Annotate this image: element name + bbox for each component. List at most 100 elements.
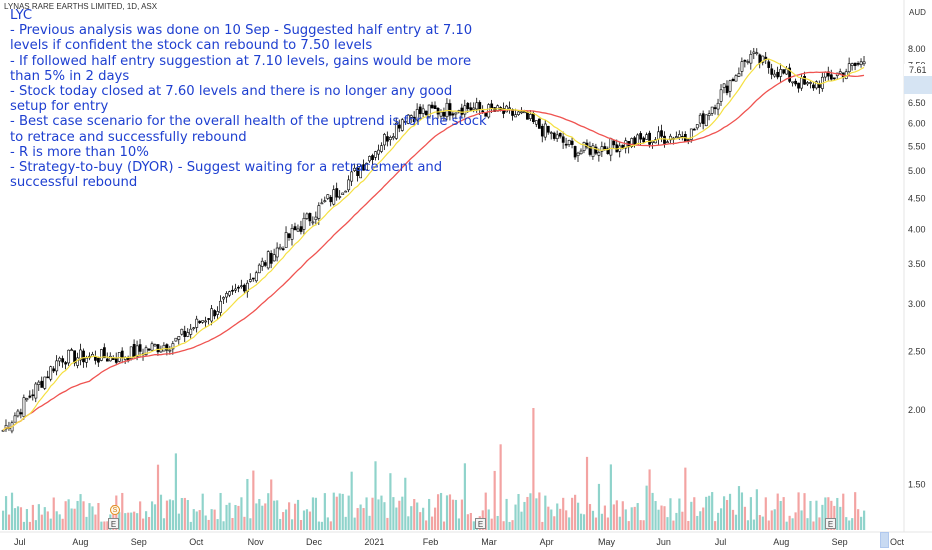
note-line: - Best case scenario for the overall hea… [10, 114, 491, 145]
volume-bar [675, 512, 678, 530]
volume-bar [142, 518, 145, 530]
slow-moving-average-line [2, 71, 865, 431]
volume-bar [356, 508, 359, 530]
candle-body [365, 162, 368, 171]
volume-bar [10, 492, 14, 530]
volume-bar [228, 502, 231, 530]
volume-bar [460, 499, 463, 530]
candle-body [34, 383, 38, 399]
last-price-label: 7.61 [904, 64, 932, 76]
candle-body [22, 397, 26, 417]
candle-body [219, 300, 222, 313]
candle-body [481, 110, 485, 113]
candle-body [4, 425, 8, 430]
volume-bar [383, 502, 386, 530]
volume-bar [428, 498, 431, 530]
volume-bar [192, 509, 195, 530]
volume-bar [577, 502, 580, 530]
volume-bar [606, 517, 609, 530]
volume-bar [493, 470, 496, 530]
volume-bar [574, 494, 577, 530]
volume-bar [249, 518, 252, 530]
volume-bar [469, 512, 472, 530]
volume-bar [722, 496, 726, 530]
volume-bar [88, 503, 91, 530]
candle-body [558, 132, 562, 137]
volume-bar [374, 461, 377, 530]
candle-body [678, 134, 681, 138]
volume-bar [767, 520, 770, 530]
candle-body [686, 139, 690, 141]
volume-bar [761, 516, 764, 530]
volume-bar [323, 493, 326, 530]
candle-body [657, 131, 660, 140]
candle-body [97, 357, 100, 363]
candle-body [660, 130, 663, 137]
volume-bar [717, 512, 720, 530]
candle-body [543, 123, 547, 138]
volume-bar [76, 500, 79, 530]
volume-bar [201, 493, 204, 530]
candle-body [582, 142, 586, 151]
volume-bar [299, 519, 303, 530]
volume-bar [565, 510, 568, 530]
earnings-event-badge[interactable]: E [108, 518, 119, 529]
candle-body [537, 118, 541, 129]
volume-bar [484, 492, 487, 530]
candle-body [105, 358, 109, 362]
volume-bar [541, 521, 544, 530]
earnings-event-badge[interactable]: E [825, 518, 836, 529]
volume-bar [55, 511, 58, 530]
volume-bar [311, 497, 315, 530]
volume-bar [147, 516, 151, 530]
time-range-selector[interactable] [880, 532, 889, 548]
volume-bar [833, 505, 836, 530]
volume-bar [186, 500, 189, 530]
candle-body [394, 122, 398, 139]
candle-body [779, 69, 783, 77]
candle-body [540, 125, 544, 137]
candle-body [28, 395, 32, 398]
volume-bar [183, 497, 186, 530]
volume-bar [743, 506, 747, 530]
volume-bar [487, 509, 490, 530]
candle-body [514, 114, 517, 118]
volume-bar [734, 514, 738, 530]
candle-body [272, 254, 276, 262]
candle-body [153, 344, 157, 347]
candle-body [406, 114, 410, 124]
candle-body [588, 146, 592, 155]
symbol-title[interactable]: LYNAS RARE EARTHS LIMITED, 1D, ASX [4, 2, 158, 11]
volume-bar [615, 500, 618, 530]
volume-bar [794, 512, 797, 530]
price-tick-label: 1.50 [908, 480, 926, 490]
earnings-event-badge[interactable]: E [475, 518, 486, 529]
volume-bar [699, 511, 702, 530]
price-axis[interactable]: 1.50 2.00 2.50 3.00 3.50 4.00 4.50 5.00 5.50 6.00… [908, 44, 926, 490]
candle-body [451, 113, 455, 116]
candle-body [630, 138, 634, 147]
candle-body [767, 61, 771, 68]
candle-body [79, 349, 82, 361]
volume-bar [329, 521, 332, 530]
candle-body [463, 105, 467, 115]
volume-bar [779, 501, 782, 530]
candle-body [770, 68, 774, 75]
volume-bar [368, 515, 371, 530]
volume-bar [845, 517, 848, 530]
volume-bar [335, 496, 338, 530]
volume-bar [490, 518, 493, 530]
split-event-badge[interactable]: S [110, 505, 120, 515]
price-tick-label: 5.50 [908, 141, 926, 151]
candle-body [156, 344, 160, 353]
volume-bar [800, 510, 803, 530]
candle-body [204, 320, 208, 323]
volume-bar [398, 500, 401, 530]
candle-body [329, 196, 333, 203]
time-axis[interactable]: Jul Aug Sep Oct Nov Dec 2021 Feb Mar Apr May Jun Jul… [14, 537, 905, 547]
volume-bar [293, 503, 297, 530]
volume-bar [690, 501, 693, 530]
volume-bar [725, 500, 729, 530]
candle-body [823, 71, 827, 78]
